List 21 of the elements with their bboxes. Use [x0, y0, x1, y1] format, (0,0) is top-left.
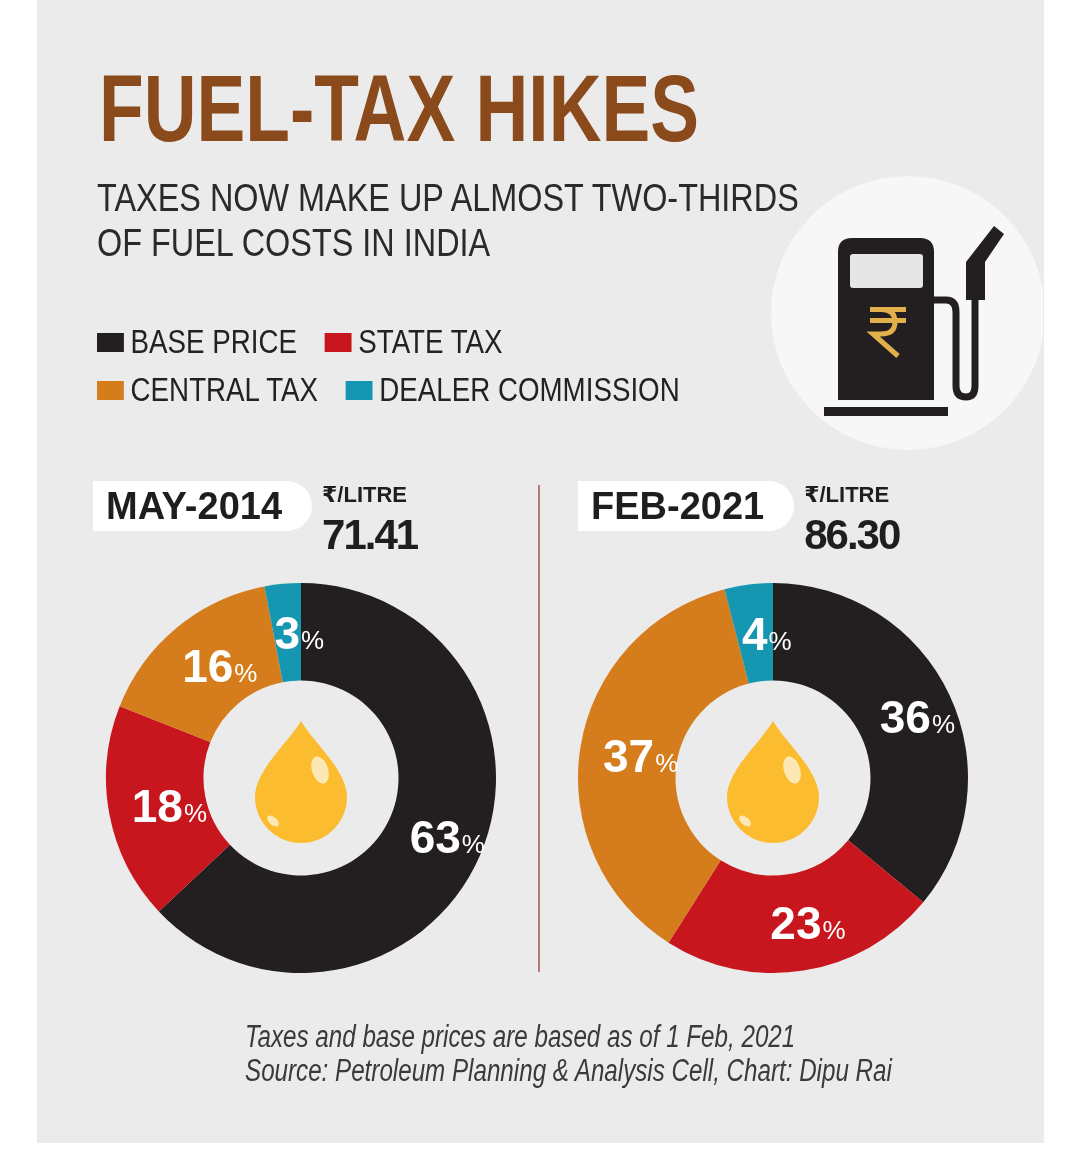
legend-label: BASE PRICE	[130, 323, 297, 361]
legend-label: STATE TAX	[358, 323, 503, 361]
text: ₹/LITRE	[804, 482, 891, 507]
chart-title: FEB-2021	[578, 481, 795, 531]
data-label: 3%	[274, 607, 325, 660]
legend-label: CENTRAL TAX	[130, 371, 319, 409]
data-label: 16%	[182, 640, 258, 693]
text: 71.41	[322, 511, 418, 558]
data-label: 36%	[879, 690, 956, 743]
text: 86.30	[804, 511, 900, 558]
text: FUEL-TAX HIKES	[99, 55, 700, 161]
text: Taxes and base prices are based as of 1 Feb, 2021	[245, 1019, 797, 1054]
data-label: 23%	[770, 897, 846, 950]
legend-label: DEALER COMMISSION	[379, 371, 680, 409]
data-label: 18%	[131, 780, 208, 833]
data-label: 37%	[602, 730, 679, 783]
text: TAXES NOW MAKE UP ALMOST TWO-THIRDS OF FUEL COSTS IN INDIA	[97, 176, 800, 266]
text: MAY-2014	[93, 481, 313, 531]
source-note: Source: Petroleum Planning & Analysis Cell, Chart: Dipu Rai	[245, 1053, 892, 1088]
text: ₹/LITRE	[322, 482, 409, 507]
data-label: 63%	[409, 811, 485, 864]
